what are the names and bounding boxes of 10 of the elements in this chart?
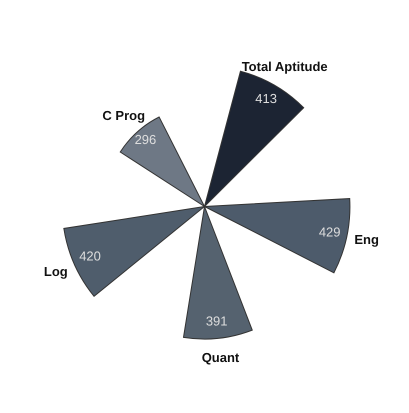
- category-label: Log: [44, 264, 68, 279]
- data-label: 413: [255, 91, 277, 106]
- data-label: 429: [318, 224, 341, 240]
- category-label: Quant: [202, 350, 240, 365]
- data-label: 296: [134, 132, 156, 148]
- category-label: Total Aptitude: [242, 58, 328, 74]
- category-label: C Prog: [102, 108, 146, 124]
- data-label: 391: [206, 314, 228, 329]
- data-label: 420: [79, 248, 101, 264]
- category-label: Eng: [354, 232, 379, 248]
